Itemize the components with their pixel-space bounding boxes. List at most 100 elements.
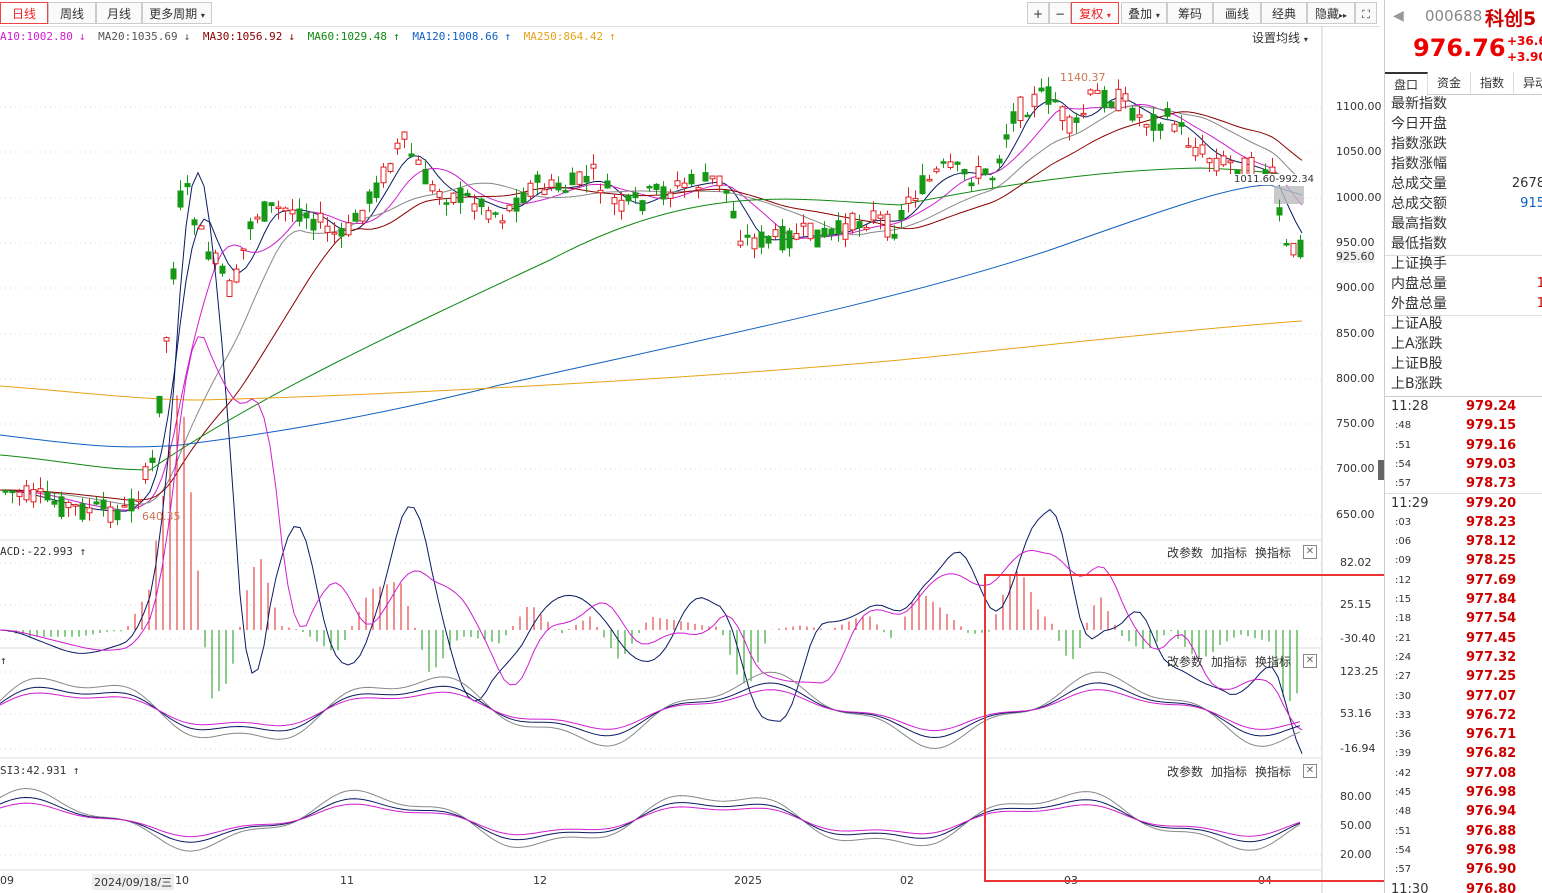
minus-icon: − <box>1054 7 1066 21</box>
quote-row: 内盘总量 1 <box>1391 274 1542 294</box>
indicator-tick-label: -30.40 <box>1340 632 1376 645</box>
kdj-switch-button[interactable]: 换指标 <box>1255 655 1292 669</box>
tick-price: 977.08 <box>1466 765 1517 781</box>
candle-body <box>44 491 51 501</box>
tab-orderbook[interactable]: 盘口 <box>1385 72 1428 96</box>
candle-body <box>170 268 177 280</box>
macd-params-button[interactable]: 改参数 <box>1167 546 1204 560</box>
quote-row: 今日开盘 <box>1391 114 1542 134</box>
candle-body <box>233 268 240 283</box>
candle-body <box>898 210 905 220</box>
chevron-down-icon: ▾ <box>1155 11 1160 20</box>
kline-chart[interactable] <box>0 0 1380 893</box>
candle-body <box>499 220 506 224</box>
candle-body <box>590 163 597 169</box>
tick-time: :36 <box>1395 729 1412 741</box>
candle-body <box>429 184 436 192</box>
candle-body <box>163 337 170 342</box>
tab-movement[interactable]: 异动 <box>1514 72 1542 94</box>
quote-row-label: 最高指数 <box>1391 216 1447 232</box>
candle-body <box>513 197 520 212</box>
set-ma-dropdown[interactable]: 设置均线 ▾ <box>1252 29 1308 46</box>
more-periods-dropdown[interactable]: 更多周期 ▾ <box>142 2 212 24</box>
candle-body <box>1178 122 1185 127</box>
fullscreen-button[interactable]: ⛶ <box>1355 2 1377 24</box>
stock-name: 科创5 <box>1485 8 1537 30</box>
macd-add-button[interactable]: 加指标 <box>1211 546 1248 560</box>
d-line <box>0 689 1301 732</box>
candle-body <box>303 212 310 219</box>
candle-body <box>604 180 611 189</box>
candle-body <box>695 187 702 191</box>
classic-button[interactable]: 经典 <box>1261 2 1307 24</box>
candle-body <box>37 488 44 493</box>
macd-switch-button[interactable]: 换指标 <box>1255 546 1292 560</box>
quote-row: 上证B股 <box>1391 354 1542 374</box>
rsi-params-button[interactable]: 改参数 <box>1167 765 1204 779</box>
rsi-switch-button[interactable]: 换指标 <box>1255 765 1292 779</box>
hide-button[interactable]: 隐藏▸▸ <box>1307 2 1355 24</box>
candle-body <box>541 189 548 196</box>
zoom-out-button[interactable]: − <box>1049 2 1071 24</box>
ma-legend: A10:1002.80 ↓ MA20:1035.69 ↓ MA30:1056.92 ↓… <box>0 30 622 46</box>
price-tick-label: 1100.00 <box>1336 100 1382 113</box>
quote-row: 上证换手 <box>1391 254 1542 274</box>
indicator-tick-label: 53.16 <box>1340 707 1372 720</box>
prev-arrow-icon[interactable]: ◀ <box>1393 8 1404 24</box>
tick-price: 979.15 <box>1466 418 1517 434</box>
tick-row: :24 977.32 <box>1385 648 1542 667</box>
tick-row: :12 977.69 <box>1385 571 1542 590</box>
candle-body <box>373 182 380 198</box>
tick-price: 977.07 <box>1466 688 1517 704</box>
candle-body <box>331 232 338 235</box>
candle-body <box>79 503 86 520</box>
candle-body <box>184 183 191 188</box>
period-weekly-button[interactable]: 周线 <box>48 2 96 24</box>
period-monthly-button[interactable]: 月线 <box>96 2 142 24</box>
tick-row: :21 977.45 <box>1385 629 1542 648</box>
draw-line-button[interactable]: 画线 <box>1213 2 1261 24</box>
rsi-add-button[interactable]: 加指标 <box>1211 765 1248 779</box>
tick-price: 977.25 <box>1466 669 1517 685</box>
quote-row-label: 指数涨跌 <box>1391 136 1447 152</box>
tab-funds[interactable]: 资金 <box>1428 72 1471 94</box>
price-tick-label: 900.00 <box>1336 281 1375 294</box>
kdj-params-button[interactable]: 改参数 <box>1167 655 1204 669</box>
zoom-in-button[interactable]: + <box>1027 2 1049 24</box>
tab-index[interactable]: 指数 <box>1471 72 1514 94</box>
candle-body <box>646 185 653 189</box>
close-icon[interactable]: ✕ <box>1303 654 1317 668</box>
candle-body <box>660 186 667 200</box>
tick-time: :15 <box>1395 594 1412 605</box>
collapse-handle[interactable] <box>1378 460 1384 480</box>
price-band-marker <box>1274 186 1304 204</box>
close-icon[interactable]: ✕ <box>1303 545 1317 559</box>
ma30-value: MA30:1056.92 <box>202 30 283 43</box>
candle-body <box>1269 166 1276 174</box>
candle-body <box>1171 123 1178 132</box>
candle-body <box>807 222 814 240</box>
close-icon[interactable]: ✕ <box>1303 764 1317 778</box>
candle-body <box>366 191 373 204</box>
stock-code: 000688 <box>1425 7 1483 25</box>
overlay-dropdown[interactable]: 叠加 ▾ <box>1121 2 1167 24</box>
tick-price: 979.03 <box>1466 456 1517 472</box>
tick-row: :39 976.82 <box>1385 744 1542 763</box>
quote-row-label: 上证换手 <box>1391 256 1447 272</box>
adjust-dropdown[interactable]: 复权 ▾ <box>1071 2 1119 24</box>
indicator-tick-label: 50.00 <box>1340 819 1372 832</box>
kdj-add-button[interactable]: 加指标 <box>1211 655 1248 669</box>
quote-row-value: 2678 <box>1511 176 1542 191</box>
candle-body <box>338 227 345 237</box>
selection-rectangle <box>984 574 1400 882</box>
indicator-tick-label: 82.02 <box>1340 556 1372 569</box>
candle-body <box>16 491 23 497</box>
period-daily-button[interactable]: 日线 <box>0 2 48 24</box>
candle-body <box>2 490 9 493</box>
candle-body <box>758 231 765 248</box>
quote-row-label: 内盘总量 <box>1391 276 1447 292</box>
tick-row: :18 977.54 <box>1385 609 1542 628</box>
tick-price: 977.45 <box>1466 630 1517 646</box>
chips-button[interactable]: 筹码 <box>1167 2 1213 24</box>
date-tick-label: 11 <box>340 874 354 887</box>
